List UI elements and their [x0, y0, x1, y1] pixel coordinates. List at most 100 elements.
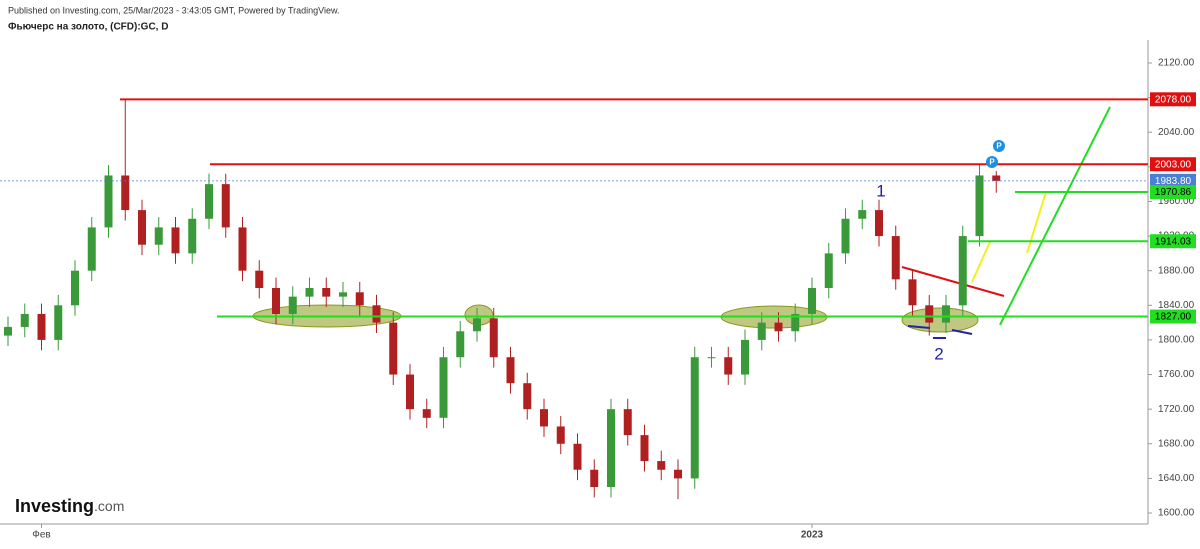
- annotation: 1: [876, 181, 885, 200]
- candle-body: [355, 292, 364, 306]
- candle-body: [724, 357, 733, 375]
- candle-body: [322, 287, 331, 297]
- candle-body: [188, 218, 197, 254]
- candle-body: [389, 322, 398, 375]
- y-tick-label: 2120.00: [1158, 58, 1195, 69]
- candle-body: [858, 210, 867, 219]
- marker-badge-letter: P: [989, 158, 995, 167]
- chart-title: Фьючерс на золото, (CFD):GC, D: [8, 22, 168, 33]
- marker-badge-letter: P: [996, 142, 1002, 151]
- trend-line: [1026, 191, 1047, 254]
- candle-body: [657, 461, 666, 470]
- level-price-box: [1150, 92, 1196, 107]
- level-price-label: 1983.80: [1155, 176, 1192, 187]
- candle-body: [473, 318, 481, 332]
- candle-body: [4, 326, 12, 336]
- y-tick-label: 1880.00: [1158, 265, 1195, 276]
- y-tick-label: 2040.00: [1158, 127, 1195, 138]
- level-price-box: [1150, 234, 1196, 249]
- candle-body: [104, 175, 113, 228]
- trend-line: [971, 241, 991, 283]
- level-price-label: 1970.86: [1155, 187, 1192, 198]
- y-tick-label: 1720.00: [1158, 404, 1195, 415]
- candle-body: [757, 322, 766, 340]
- drawings: [252, 304, 979, 333]
- candle-body: [958, 236, 967, 306]
- zone-ellipse: [901, 307, 979, 333]
- candle-body: [891, 236, 900, 280]
- candle-body: [138, 210, 146, 245]
- candle-body: [556, 426, 565, 444]
- candle-body: [238, 227, 247, 271]
- candle-body: [372, 305, 381, 323]
- y-tick-label: 1600.00: [1158, 508, 1195, 519]
- level-price-box: [1150, 185, 1196, 200]
- candle-body: [590, 469, 599, 488]
- candle-body: [908, 279, 917, 306]
- candle-body: [573, 443, 582, 470]
- logo: Investing.com: [15, 496, 124, 516]
- candle-body: [506, 357, 515, 384]
- candle-body: [288, 296, 297, 314]
- level-price-box: [1150, 309, 1196, 324]
- candle-body: [20, 313, 29, 327]
- y-tick-label: 1840.00: [1158, 300, 1195, 311]
- candle-body: [523, 383, 532, 410]
- candle-body: [791, 313, 800, 332]
- candle-body: [975, 175, 984, 237]
- candle-body: [456, 331, 465, 358]
- trend-line: [999, 106, 1111, 326]
- candle-body: [87, 227, 96, 271]
- candle-body: [808, 287, 816, 314]
- level-price-label: 1827.00: [1155, 312, 1192, 323]
- candle-body: [439, 357, 448, 418]
- candle-body: [221, 184, 230, 228]
- trend-line: [901, 266, 1005, 297]
- candle-body: [774, 322, 783, 332]
- y-tick-label: 1800.00: [1158, 335, 1195, 346]
- candle-body: [71, 270, 79, 306]
- level-price-label: 1914.03: [1155, 236, 1192, 247]
- candle-body: [171, 227, 180, 254]
- candle-body: [623, 409, 632, 436]
- candle-body: [339, 292, 347, 297]
- level-price-label: 2078.00: [1155, 94, 1192, 105]
- annotation: 2: [934, 344, 943, 363]
- marker-badge: [986, 156, 998, 168]
- candle-body: [154, 227, 163, 245]
- candle-body: [824, 253, 833, 288]
- candle-body: [707, 357, 716, 359]
- trend-line: [951, 329, 973, 335]
- candle-body: [540, 409, 548, 427]
- candle-body: [741, 339, 749, 375]
- published-note: Published on Investing.com, 25/Mar/2023 …: [8, 5, 340, 15]
- level-price-box: [1150, 173, 1196, 188]
- y-tick-label: 1640.00: [1158, 473, 1195, 484]
- candle-body: [640, 435, 649, 462]
- candle-body: [406, 374, 414, 410]
- candle-body: [205, 184, 213, 219]
- trend-line: [907, 325, 931, 329]
- candle-body: [255, 270, 264, 288]
- candle-body: [607, 409, 615, 488]
- candle-body: [305, 287, 314, 297]
- candle-body: [690, 357, 699, 479]
- candle-body: [674, 469, 682, 479]
- candle-body: [489, 318, 498, 358]
- candle-body: [875, 210, 883, 237]
- candle-body: [37, 313, 46, 340]
- x-tick-label: 2023: [801, 530, 824, 541]
- candle-body: [272, 287, 280, 314]
- candle-body: [942, 305, 950, 323]
- candle-body: [422, 409, 431, 418]
- trend-lines: [901, 106, 1111, 339]
- candle-body: [925, 305, 934, 323]
- y-tick-label: 1960.00: [1158, 196, 1195, 207]
- candle-body: [992, 175, 1001, 181]
- candle-body: [54, 305, 63, 340]
- level-price-label: 2003.00: [1155, 159, 1192, 170]
- y-tick-label: 1680.00: [1158, 438, 1195, 449]
- logo-suffix: .com: [94, 498, 124, 514]
- y-tick-label: 1760.00: [1158, 369, 1195, 380]
